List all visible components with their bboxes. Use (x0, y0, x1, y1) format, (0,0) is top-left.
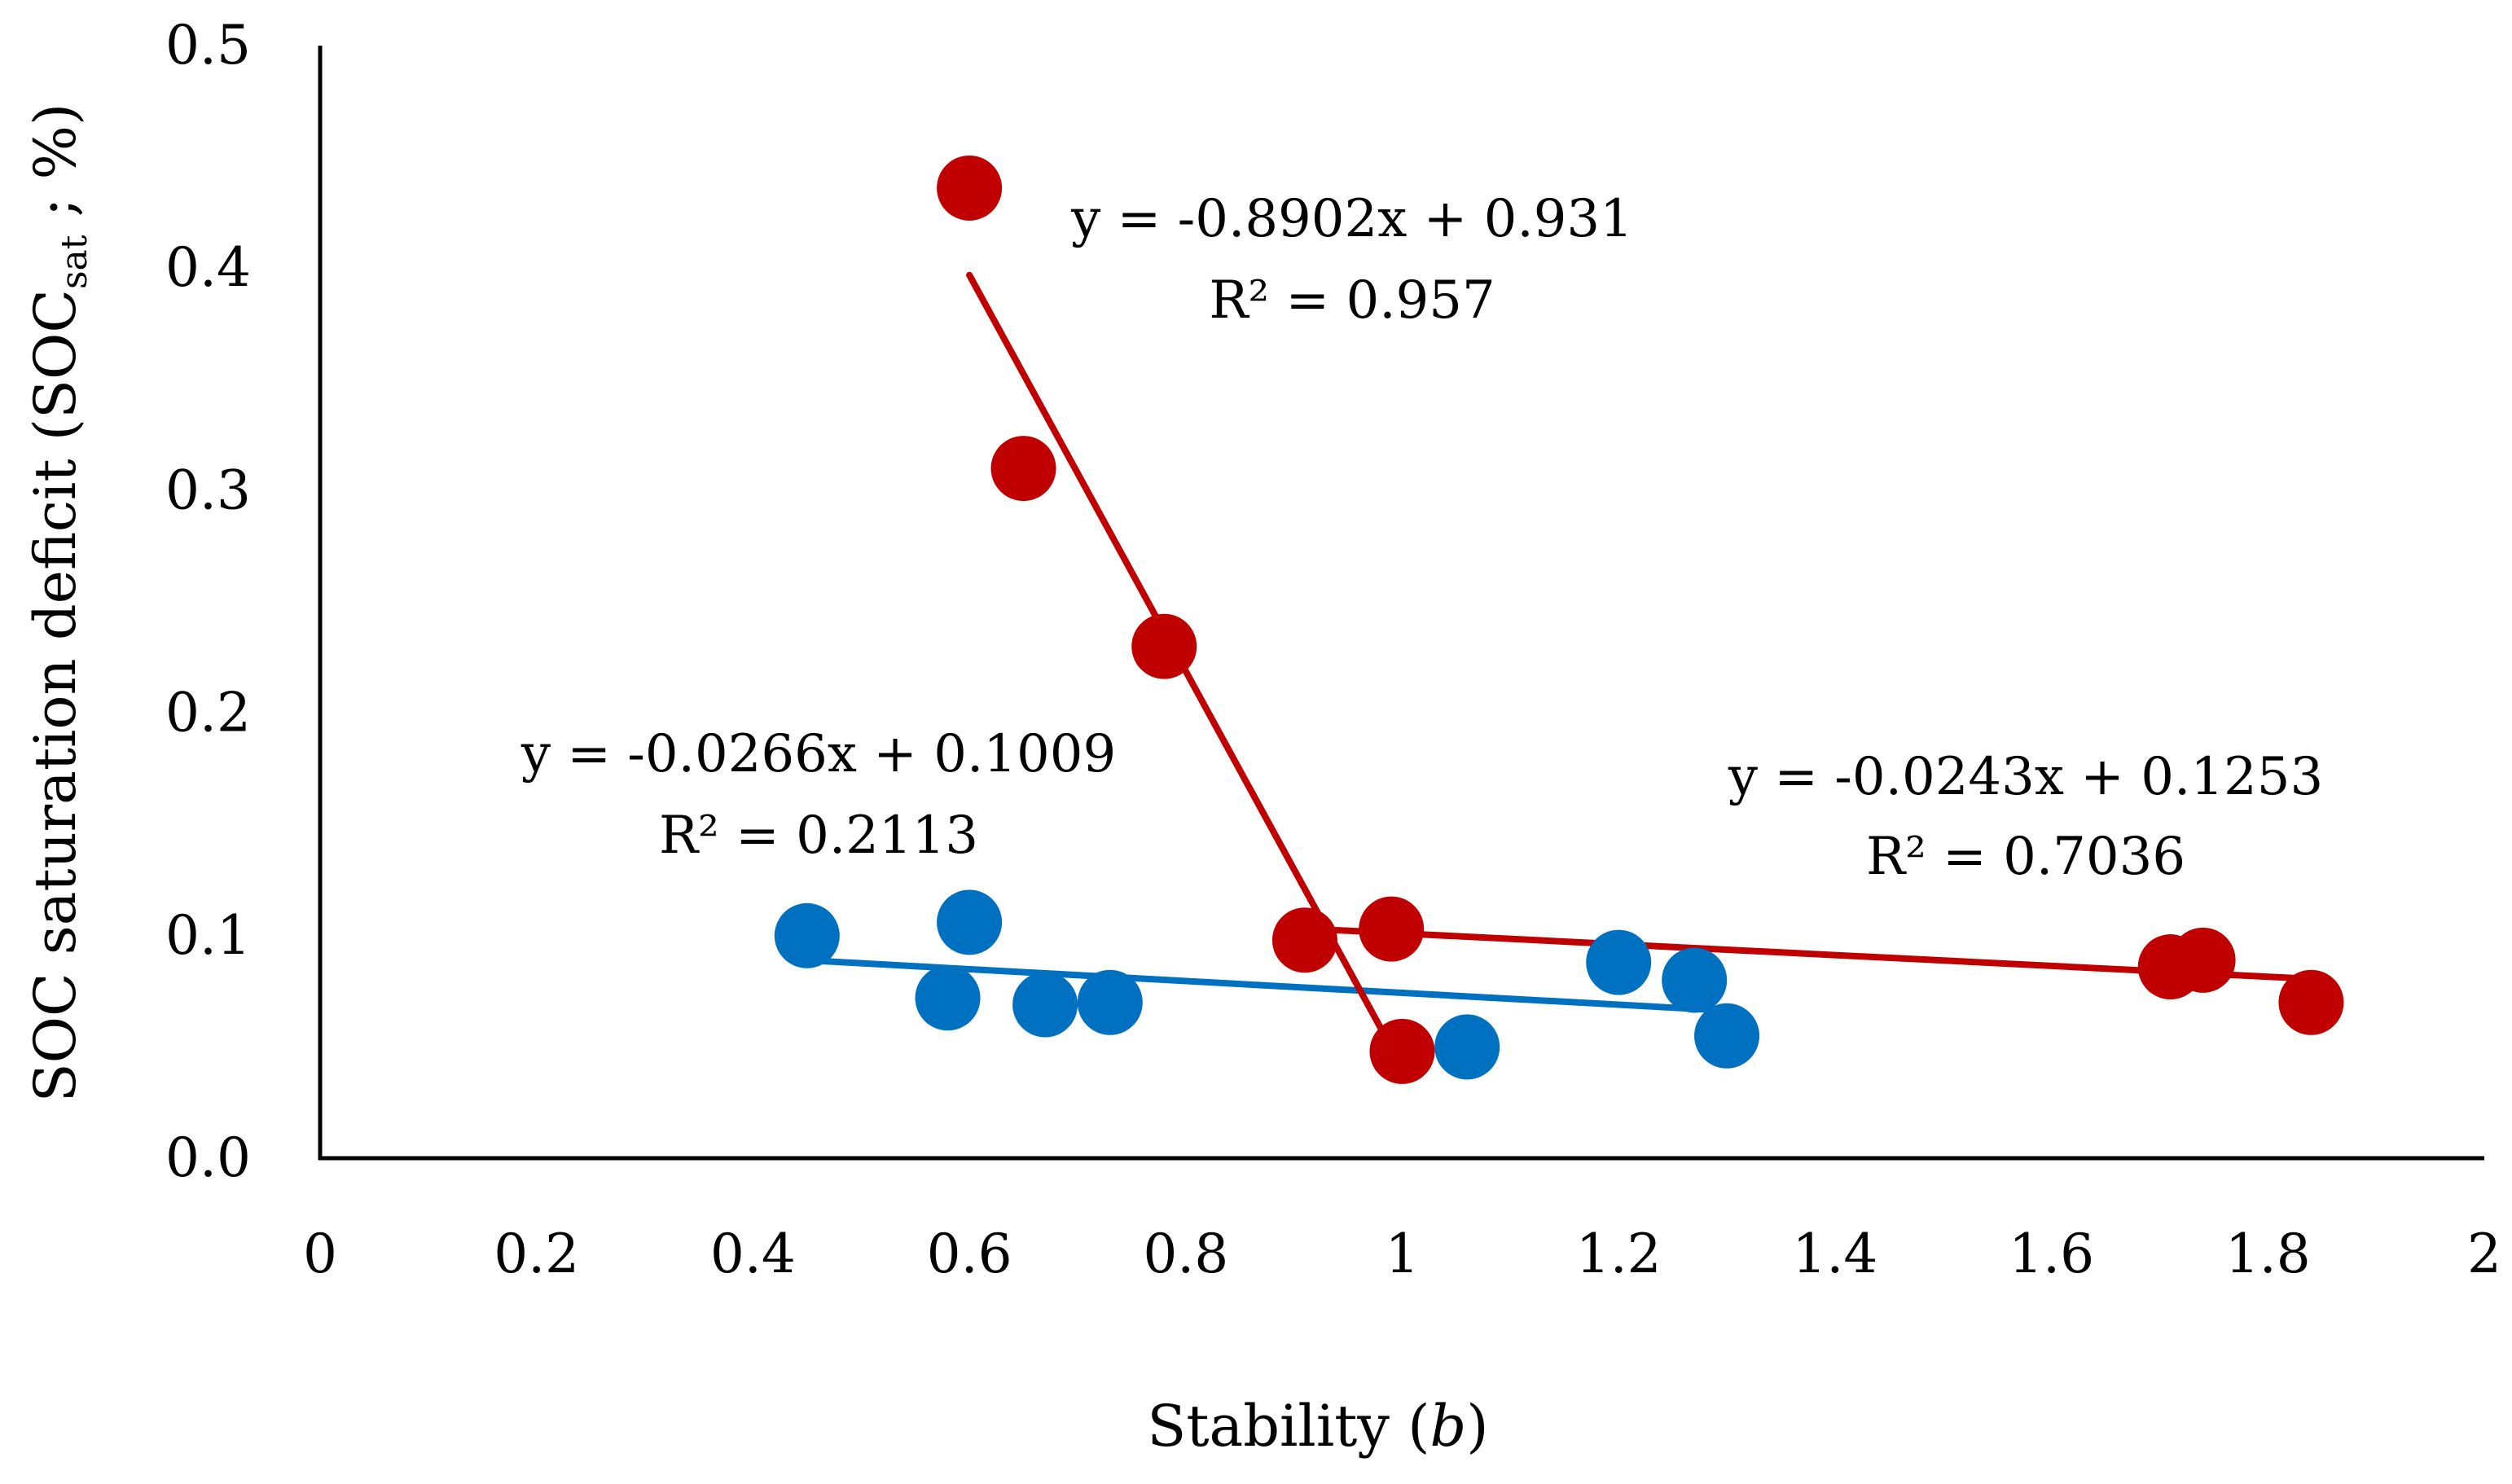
y-tick-label: 0.3 (165, 459, 251, 521)
x-tick-label: 2 (2467, 1223, 2501, 1285)
data-point-blue (1012, 972, 1078, 1038)
data-point-blue (1434, 1014, 1500, 1080)
data-points (774, 155, 2344, 1084)
annotation-blue-r2: R² = 0.2113 (659, 806, 978, 866)
x-axis-title-text: Stability (1147, 1393, 1390, 1460)
annotation-red-flat-equation: y = -0.0243x + 0.1253 (1728, 747, 2323, 807)
data-point-blue (774, 902, 840, 968)
x-axis-title-var: b (1429, 1393, 1466, 1460)
trendlines (803, 271, 2315, 1071)
x-axis-title-open-paren: ( (1390, 1393, 1430, 1460)
x-tick-label: 0.6 (927, 1223, 1012, 1285)
data-point-red-steep (1369, 1018, 1435, 1084)
annotation-red-steep-r2: R² = 0.957 (1209, 270, 1495, 331)
x-tick-label: 1.2 (1576, 1223, 1662, 1285)
data-point-blue (1694, 1003, 1760, 1069)
y-axis-title-text: SOC saturation deficit (SOC (22, 289, 89, 1102)
x-tick-labels: 0 0.2 0.4 0.6 0.8 1 1.2 1.4 1.6 1.8 2 (303, 1223, 2501, 1285)
x-tick-label: 1.8 (2225, 1223, 2311, 1285)
x-tick-label: 0.4 (710, 1223, 796, 1285)
data-point-blue (1586, 929, 1652, 995)
y-tick-label: 0.5 (165, 14, 251, 77)
y-tick-label: 0.4 (165, 236, 251, 299)
trendline-red-steep (966, 271, 1406, 1071)
y-tick-label: 0.0 (165, 1126, 251, 1189)
annotation-red-flat-r2: R² = 0.7036 (1866, 827, 2185, 887)
y-tick-labels: 0.0 0.1 0.2 0.3 0.4 0.5 (165, 14, 251, 1189)
y-tick-label: 0.2 (165, 682, 251, 744)
data-point-red-steep (1131, 613, 1197, 679)
x-tick-label: 0.2 (494, 1223, 579, 1285)
x-tick-label: 0.8 (1143, 1223, 1228, 1285)
data-point-red-flat (2170, 927, 2236, 993)
data-point-red-steep (990, 436, 1056, 502)
data-point-blue (1662, 947, 1728, 1013)
data-point-blue (915, 965, 981, 1031)
annotation-blue-equation: y = -0.0266x + 0.1009 (520, 724, 1116, 784)
data-point-blue (1077, 969, 1143, 1035)
data-point-red-steep (1271, 907, 1337, 973)
data-point-blue (937, 889, 1003, 955)
x-axis-title-close-paren: ) (1466, 1393, 1488, 1460)
axes (318, 46, 2484, 1161)
y-axis-title-end: ; %) (22, 103, 89, 235)
data-point-red-flat (1359, 896, 1425, 962)
data-point-red-flat (2278, 969, 2344, 1035)
x-axis-title: Stability (b) (1147, 1393, 1488, 1460)
y-axis-title-subscript: sat (54, 235, 95, 289)
y-axis-title: SOC saturation deficit (SOCsat ; %) (22, 103, 95, 1103)
data-point-red-steep (937, 155, 1003, 221)
x-tick-label: 1.6 (2009, 1223, 2094, 1285)
x-tick-label: 1 (1386, 1223, 1420, 1285)
x-tick-label: 0 (303, 1223, 337, 1285)
annotation-red-steep-equation: y = -0.8902x + 0.931 (1070, 189, 1633, 249)
y-tick-label: 0.1 (165, 904, 251, 967)
x-tick-label: 1.4 (1792, 1223, 1877, 1285)
